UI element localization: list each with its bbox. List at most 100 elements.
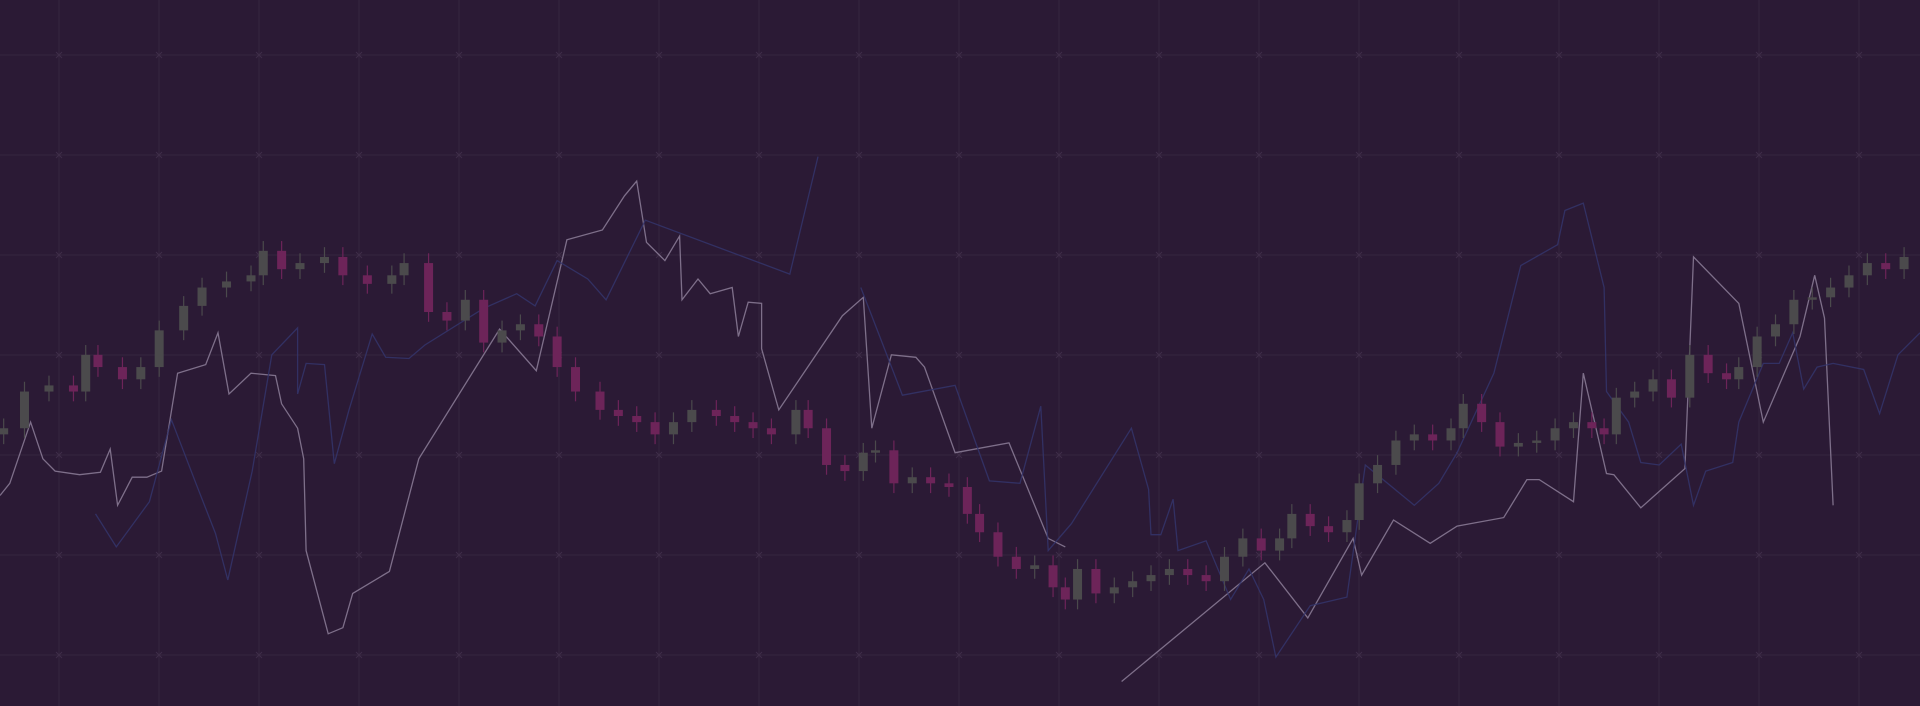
candle-body [1256,538,1266,551]
candle-body [552,336,562,368]
grid-cross [955,251,963,259]
grid-cross [955,651,963,659]
candle-body [179,305,189,331]
grid-cross [1155,51,1163,59]
grid-cross [755,251,763,259]
candle-body [1048,565,1058,588]
candle-body [1862,263,1872,276]
candle-body [632,416,642,423]
candle-body [387,275,397,284]
candle-body [687,409,697,423]
grid-cross [655,151,663,159]
grid-cross [1055,451,1063,459]
candle-body [1752,336,1762,368]
grid-cross [1355,251,1363,259]
candle-body [399,263,409,276]
grid-cross [1555,151,1563,159]
candle-body [668,422,678,435]
grid-cross [755,651,763,659]
candle-body [460,299,470,321]
grid-cross [1355,151,1363,159]
candle-body [338,256,348,276]
candle-body [1342,520,1352,533]
grid-cross [255,551,263,559]
candle-body [975,513,985,533]
candle-body [1899,256,1909,270]
grid-cross [955,351,963,359]
grid-cross [1055,551,1063,559]
candle-body [136,367,146,380]
candle-body [1238,538,1248,557]
candle-body [246,275,256,282]
grid-cross [1855,551,1863,559]
candle-body [154,330,164,368]
grid-cross [1555,251,1563,259]
candle-body [1109,587,1119,594]
candle-body [822,428,832,465]
candle-body [19,391,29,429]
candle-body [1354,483,1364,521]
candle-body [1287,513,1297,539]
candle-body [1324,526,1334,533]
grid-cross [55,251,63,259]
candle-body [1091,568,1101,594]
grid-cross [1055,351,1063,359]
grid-cross [1055,151,1063,159]
grid-cross [1255,351,1263,359]
candle-body [1391,440,1401,465]
grid-cross [555,451,563,459]
grid-cross [355,151,363,159]
grid-cross [955,551,963,559]
candle-body [858,452,868,472]
candle-body [962,486,972,514]
grid-cross [55,651,63,659]
grid-cross [1455,251,1463,259]
grid-cross [1055,51,1063,59]
grid-cross [355,51,363,59]
grid-cross [455,451,463,459]
grid-cross [1655,651,1663,659]
grid-cross [1455,351,1463,359]
grid-cross [1655,251,1663,259]
grid-cross [1255,451,1263,459]
candle-body [1477,403,1487,423]
grid-cross [955,151,963,159]
candle-body [442,312,452,321]
grid-cross [1055,651,1063,659]
candle-body [534,324,544,337]
grid-cross [855,251,863,259]
grid-cross [1555,651,1563,659]
grid-cross [1455,651,1463,659]
candle-body [1666,379,1676,398]
grid-cross [1855,51,1863,59]
candle-body [1275,538,1285,551]
grid-cross [755,551,763,559]
grid-cross [1155,451,1163,459]
grid-cross [355,551,363,559]
candle-body [595,391,605,410]
candle-body [1373,464,1383,484]
grid-cross [255,51,263,59]
candle-body [1428,434,1438,441]
grid-cross [155,251,163,259]
lines [0,156,1920,683]
grid-cross [155,51,163,59]
grid-cross [855,551,863,559]
grid-cross [655,651,663,659]
grid-cross [55,151,63,159]
candle-body [613,409,623,417]
grid-cross [455,651,463,659]
candle-body [1734,367,1744,380]
grid-cross [1555,51,1563,59]
grid-cross [1855,651,1863,659]
candle-body [319,256,329,264]
grid-cross [755,151,763,159]
grid-cross [1255,251,1263,259]
candle-body [81,354,91,392]
grid-cross [555,551,563,559]
candle-body [711,409,721,417]
grid-cross [1455,551,1463,559]
